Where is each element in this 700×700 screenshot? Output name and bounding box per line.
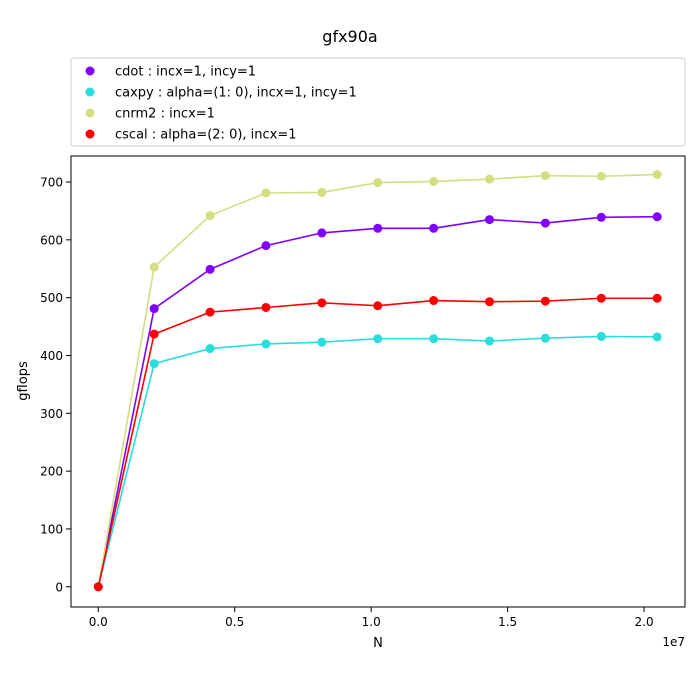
data-point [149, 262, 159, 272]
data-point [596, 331, 606, 341]
x-tick-label: 1.5 [498, 615, 517, 629]
series-lines [97, 173, 658, 587]
data-point [485, 174, 495, 184]
data-point [429, 223, 439, 233]
chart-title: gfx90a [322, 27, 377, 46]
data-point [652, 170, 662, 180]
data-point [373, 178, 383, 188]
y-tick-label: 200 [40, 465, 63, 479]
y-tick-label: 600 [40, 233, 63, 247]
data-point [261, 241, 271, 251]
y-tick-label: 700 [40, 176, 63, 190]
data-point [429, 296, 439, 306]
plot-area: 0.0 0.5 1.0 1.5 2.0 0 100 200 300 400 500 600 700 [40, 155, 686, 629]
legend-label: cdot : incx=1, incy=1 [115, 65, 256, 80]
y-tick-label: 500 [40, 291, 63, 305]
y-axis-label: gflops [16, 361, 31, 401]
data-point [373, 301, 383, 311]
data-point [540, 296, 550, 306]
data-point [261, 188, 271, 198]
x-tick-label: 1.0 [362, 615, 381, 629]
data-point [317, 228, 327, 238]
data-point [205, 264, 215, 274]
x-tick-label: 0.0 [89, 615, 108, 629]
data-point [485, 336, 495, 346]
data-point [317, 337, 327, 347]
legend-marker [85, 87, 95, 97]
series-line-1 [97, 335, 658, 587]
data-point [205, 211, 215, 221]
x-tick-label: 2.0 [635, 615, 654, 629]
data-point [652, 293, 662, 303]
data-point [540, 333, 550, 343]
series-points [93, 170, 662, 592]
x-axis-offset-label: 1e7 [662, 635, 685, 649]
series-line-2 [97, 173, 658, 587]
legend-marker [85, 108, 95, 118]
data-point [261, 302, 271, 312]
data-point [317, 298, 327, 308]
data-point [596, 171, 606, 181]
data-point [429, 334, 439, 344]
data-point [429, 176, 439, 186]
x-axis-label: N [373, 636, 383, 651]
y-tick-label: 400 [40, 349, 63, 363]
data-point [261, 339, 271, 349]
data-point [652, 332, 662, 342]
data-point [652, 212, 662, 222]
data-point [149, 304, 159, 314]
series-line-0 [97, 215, 658, 587]
data-point [149, 359, 159, 369]
data-point [540, 218, 550, 228]
legend-frame [70, 57, 686, 147]
data-point [373, 334, 383, 344]
y-tick-label: 300 [40, 407, 63, 421]
data-point [485, 215, 495, 225]
data-point [540, 171, 550, 181]
x-tick-label: 0.5 [225, 615, 244, 629]
y-tick-label: 0 [55, 580, 63, 594]
data-point [93, 582, 103, 592]
data-point [205, 307, 215, 317]
legend: cdot : incx=1, incy=1 caxpy : alpha=(1: 0… [70, 57, 686, 147]
data-point [485, 297, 495, 307]
legend-marker [85, 129, 95, 139]
y-tick-label: 100 [40, 522, 63, 536]
data-point [205, 344, 215, 354]
y-axis: 0 100 200 300 400 500 600 700 [40, 176, 71, 594]
data-point [317, 187, 327, 197]
x-axis: 0.0 0.5 1.0 1.5 2.0 [89, 607, 654, 629]
data-point [596, 212, 606, 222]
data-point [149, 329, 159, 339]
legend-label: caxpy : alpha=(1: 0), incx=1, incy=1 [115, 86, 357, 101]
data-point [596, 293, 606, 303]
legend-label: cscal : alpha=(2: 0), incx=1 [115, 128, 297, 143]
legend-marker [85, 66, 95, 76]
legend-label: cnrm2 : incx=1 [115, 107, 215, 122]
plot-frame [70, 155, 686, 608]
data-point [373, 223, 383, 233]
